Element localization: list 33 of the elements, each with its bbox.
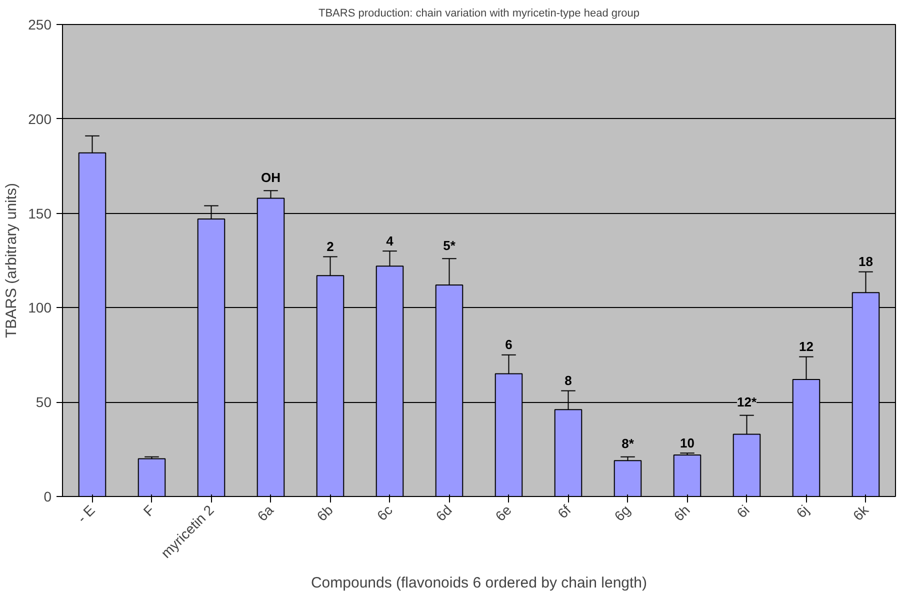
x-tick-label: 6c: [374, 502, 396, 524]
annotation: 8: [564, 373, 572, 388]
x-tick-label: 6j: [792, 502, 812, 521]
y-tick-label: 0: [44, 488, 52, 504]
annotation: OH: [261, 170, 280, 185]
x-tick-label: 6b: [314, 502, 336, 524]
annotation: 6: [505, 337, 512, 352]
x-tick-label: 6a: [254, 502, 277, 524]
y-tick-label: 250: [28, 16, 52, 32]
x-tick-label: 6i: [733, 502, 752, 521]
annotation: 4: [386, 233, 394, 248]
annotation: 8*: [622, 436, 635, 452]
y-tick-label: 150: [28, 205, 52, 222]
y-tick-label: 200: [28, 110, 52, 127]
annotation: 10: [680, 435, 694, 450]
annotation: 12*: [736, 394, 758, 410]
x-tick-label: F: [140, 502, 158, 520]
x-tick-label: 6h: [670, 502, 693, 524]
chart-title: TBARS production: chain variation with myricetin-type head group: [318, 8, 640, 20]
y-tick-label: 100: [28, 300, 52, 316]
x-tick-label: - E: [74, 502, 98, 526]
x-axis-title: Compounds (flavonoids 6 ordered by chain length): [310, 574, 648, 592]
x-tick-label: 6f: [554, 502, 574, 522]
x-tick-label: 6g: [611, 502, 634, 524]
annotation: 18: [858, 254, 873, 270]
y-tick-label: 50: [36, 394, 52, 410]
y-axis-title: TBARS (arbitrary units): [3, 182, 20, 338]
annotation: 5*: [443, 238, 456, 253]
annotation: 2: [326, 239, 334, 254]
annotation: 12: [799, 339, 814, 354]
x-tick-label: 6e: [492, 502, 515, 524]
x-tick-label: 6k: [850, 501, 872, 524]
x-tick-label: 6d: [432, 502, 455, 524]
